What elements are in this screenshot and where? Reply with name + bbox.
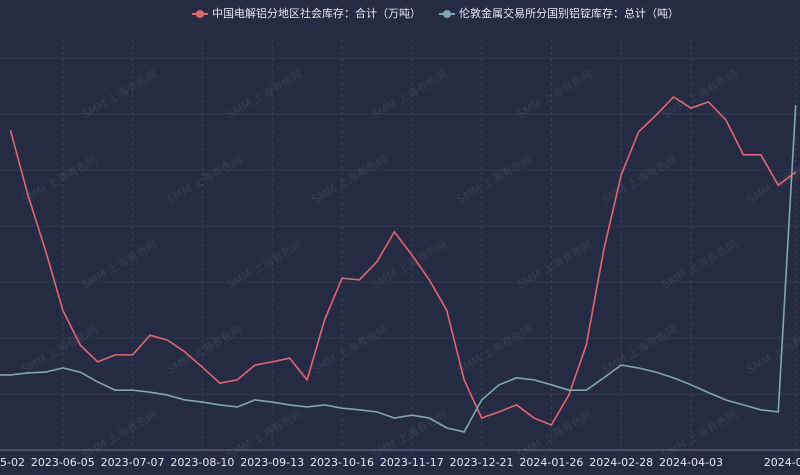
x-tick-label: 2023-10-16 — [310, 456, 374, 469]
x-tick-label: 2023-12-21 — [450, 456, 514, 469]
watermark: SMM 上海有色网 — [369, 237, 449, 291]
x-tick-label: 2024-02-28 — [589, 456, 653, 469]
watermark: SMM 上海有色网 — [369, 67, 449, 121]
legend: 中国电解铝分地区社会库存：合计（万吨） 伦敦金属交易所分国别铝锭库存：总计（吨） — [192, 6, 679, 20]
watermark: SMM 上海有色网 — [659, 237, 739, 291]
series-line — [9, 95, 797, 426]
watermark: SMM 上海有色网 — [309, 152, 389, 206]
watermark: SMM 上海有色网 — [224, 237, 304, 291]
legend-marker — [196, 10, 204, 18]
watermark: SMM 上海有色网 — [164, 152, 244, 206]
watermark: SMM 上海有色网 — [224, 407, 304, 461]
watermark: SMM 上海有色网 — [79, 237, 159, 291]
watermark: SMM 上海有色网 — [514, 237, 594, 291]
x-tick-label: 2024-01-26 — [519, 456, 583, 469]
watermark: SMM 上海有色网 — [744, 322, 800, 376]
watermark: SMM 上海有色网 — [79, 67, 159, 121]
legend-label: 伦敦金属交易所分国别铝锭库存：总计（吨） — [459, 6, 679, 20]
x-tick-label: 2023-09-13 — [240, 456, 304, 469]
watermark: SMM 上海有色网 — [224, 67, 304, 121]
series-line — [0, 105, 797, 433]
x-tick-label: 2023-11-17 — [380, 456, 444, 469]
watermark: SMM 上海有色网 — [454, 322, 534, 376]
legend-label: 中国电解铝分地区社会库存：合计（万吨） — [212, 6, 421, 20]
watermark: SMM 上海有色网 — [599, 152, 679, 206]
watermark: SMM 上海有色网 — [454, 152, 534, 206]
x-tick-label: 2023-08-10 — [170, 456, 234, 469]
x-tick-label: 2023-05-02 — [0, 456, 25, 469]
watermark: SMM 上海有色网 — [514, 407, 594, 461]
watermark: SMM 上海有色网 — [514, 67, 594, 121]
legend-marker — [443, 10, 451, 18]
watermark: SMM 上海有色网 — [19, 152, 99, 206]
watermark: SMM 上海有色网 — [659, 407, 739, 461]
x-tick-label: 2023-06-05 — [31, 456, 95, 469]
x-tick-label: 2024-04-03 — [659, 456, 723, 469]
watermark: SMM 上海有色网 — [659, 67, 739, 121]
x-tick-label: 2023-07-07 — [101, 456, 165, 469]
x-tick-label: 2024-05-07 — [764, 456, 800, 469]
watermark: SMM 上海有色网 — [79, 407, 159, 461]
